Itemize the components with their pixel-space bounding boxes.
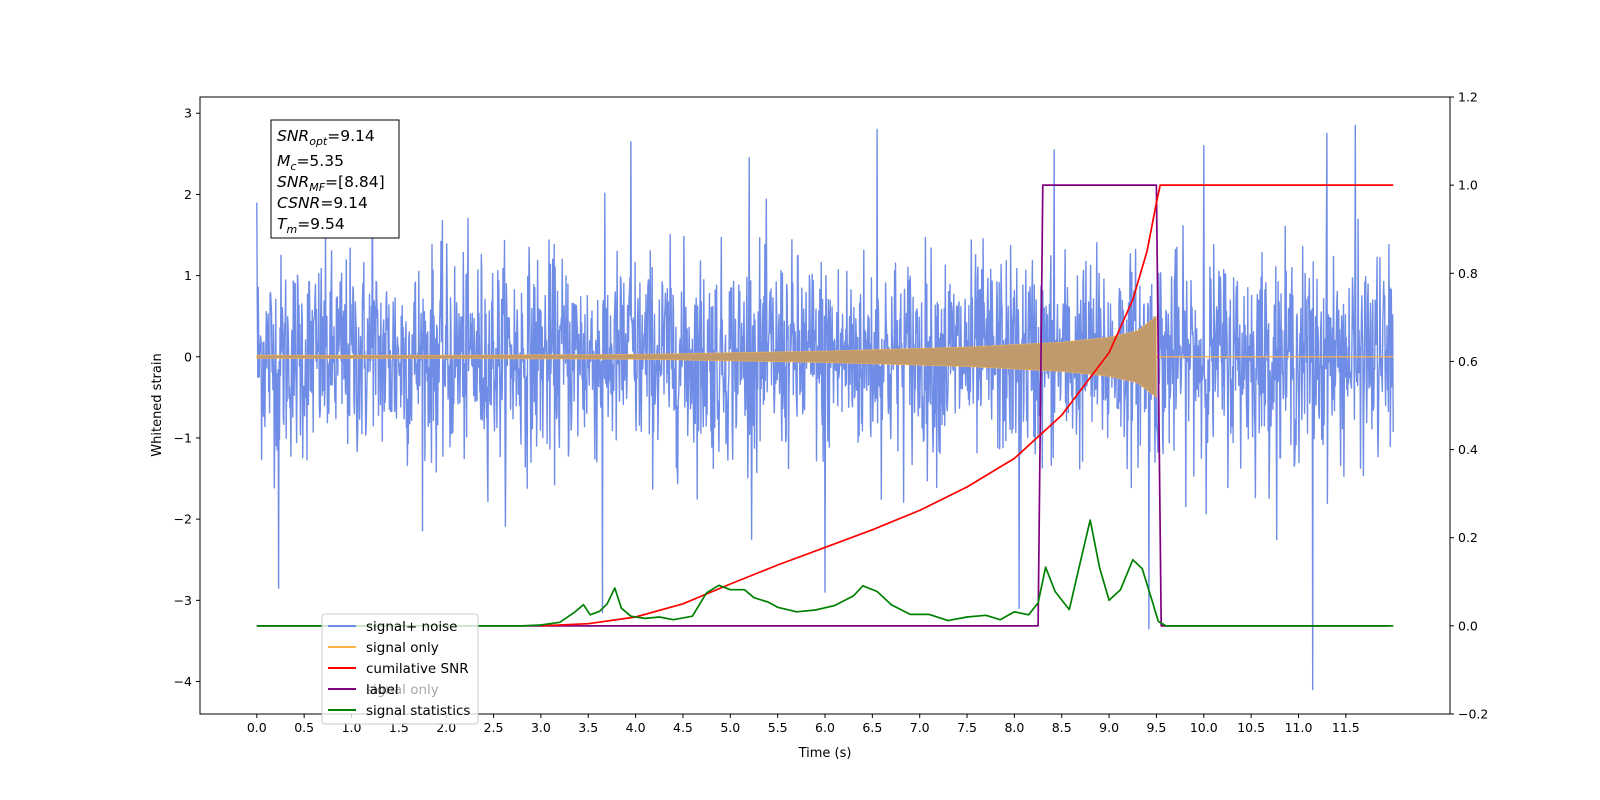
x-tick-label: 0.0 [247,720,267,735]
y2-tick-label: 0.4 [1458,442,1478,457]
info-snr-opt: SNRopt=9.14 [277,127,375,148]
y-tick-label: 3 [184,106,192,121]
x-tick-label: 5.0 [720,720,740,735]
legend: signal+ noise signal only cumilative SNR la… [321,613,479,725]
info-box: SNRopt=9.14 Mc=5.35 SNRMF=[8.84] CSNR=9.… [270,119,400,239]
x-tick-label: 9.5 [1146,720,1166,735]
info-mc: Mc=5.35 [277,152,344,173]
series-signal-statistics-line [256,519,1394,627]
y2-tick-label: 1.2 [1458,90,1478,105]
series-cumulative-snr-line [540,184,1394,627]
y2-tick-label: 0.2 [1458,530,1478,545]
y-tick-label: −1 [174,430,192,445]
x-tick-label: 8.5 [1052,720,1072,735]
legend-label: signal only [366,640,439,656]
y-tick-label: 1 [184,268,192,283]
legend-label: signal+ noise [366,619,457,635]
x-tick-label: 9.0 [1099,720,1119,735]
x-tick-label: 2.5 [484,720,504,735]
series-layer [256,124,1394,691]
y2-tick-label: 0.0 [1458,618,1478,633]
x-tick-label: 11.5 [1332,720,1360,735]
x-tick-label: 7.5 [957,720,977,735]
y-tick-label: −3 [174,593,192,608]
y-tick-label: −2 [174,512,192,527]
y-axis-right: 1.2 1.0 0.8 0.6 0.4 0.2 0.0 −0.2 [1450,90,1488,722]
y2-tick-label: 1.0 [1458,178,1478,193]
x-tick-label: 8.0 [1004,720,1024,735]
legend-label: signal statistics [366,703,470,719]
x-tick-label: 5.5 [768,720,788,735]
y2-tick-label: −0.2 [1458,707,1488,722]
legend-label: cumilative SNR [366,661,469,677]
x-tick-label: 7.0 [910,720,930,735]
x-axis-label: Time (s) [798,746,852,761]
info-snr-mf: SNRMF=[8.84] [277,173,385,194]
x-tick-label: 10.5 [1237,720,1265,735]
x-tick-label: 11.0 [1285,720,1313,735]
x-tick-label: 6.0 [815,720,835,735]
x-tick-label: 4.0 [626,720,646,735]
x-tick-label: 6.5 [862,720,882,735]
y2-tick-label: 0.8 [1458,266,1478,281]
x-tick-label: 10.0 [1190,720,1218,735]
x-tick-label: 3.5 [578,720,598,735]
legend-label: label [366,682,399,698]
series-signal-only-band [256,315,1157,399]
series-signal-noise-line [256,124,1394,691]
y-tick-label: 2 [184,187,192,202]
x-tick-label: 3.0 [531,720,551,735]
y-axis-label: Whitened strain [150,353,165,456]
y-tick-label: 0 [184,349,192,364]
y2-tick-label: 0.6 [1458,354,1478,369]
info-csnr: CSNR=9.14 [277,194,368,212]
y-tick-label: −4 [174,674,192,689]
x-tick-label: 4.5 [673,720,693,735]
info-tm: Tm=9.54 [277,215,345,236]
legend-ghost-label: signal only [366,682,439,698]
x-tick-label: 0.5 [294,720,314,735]
y-axis-left: 3 2 1 0 −1 −2 −3 −4 [174,106,200,689]
